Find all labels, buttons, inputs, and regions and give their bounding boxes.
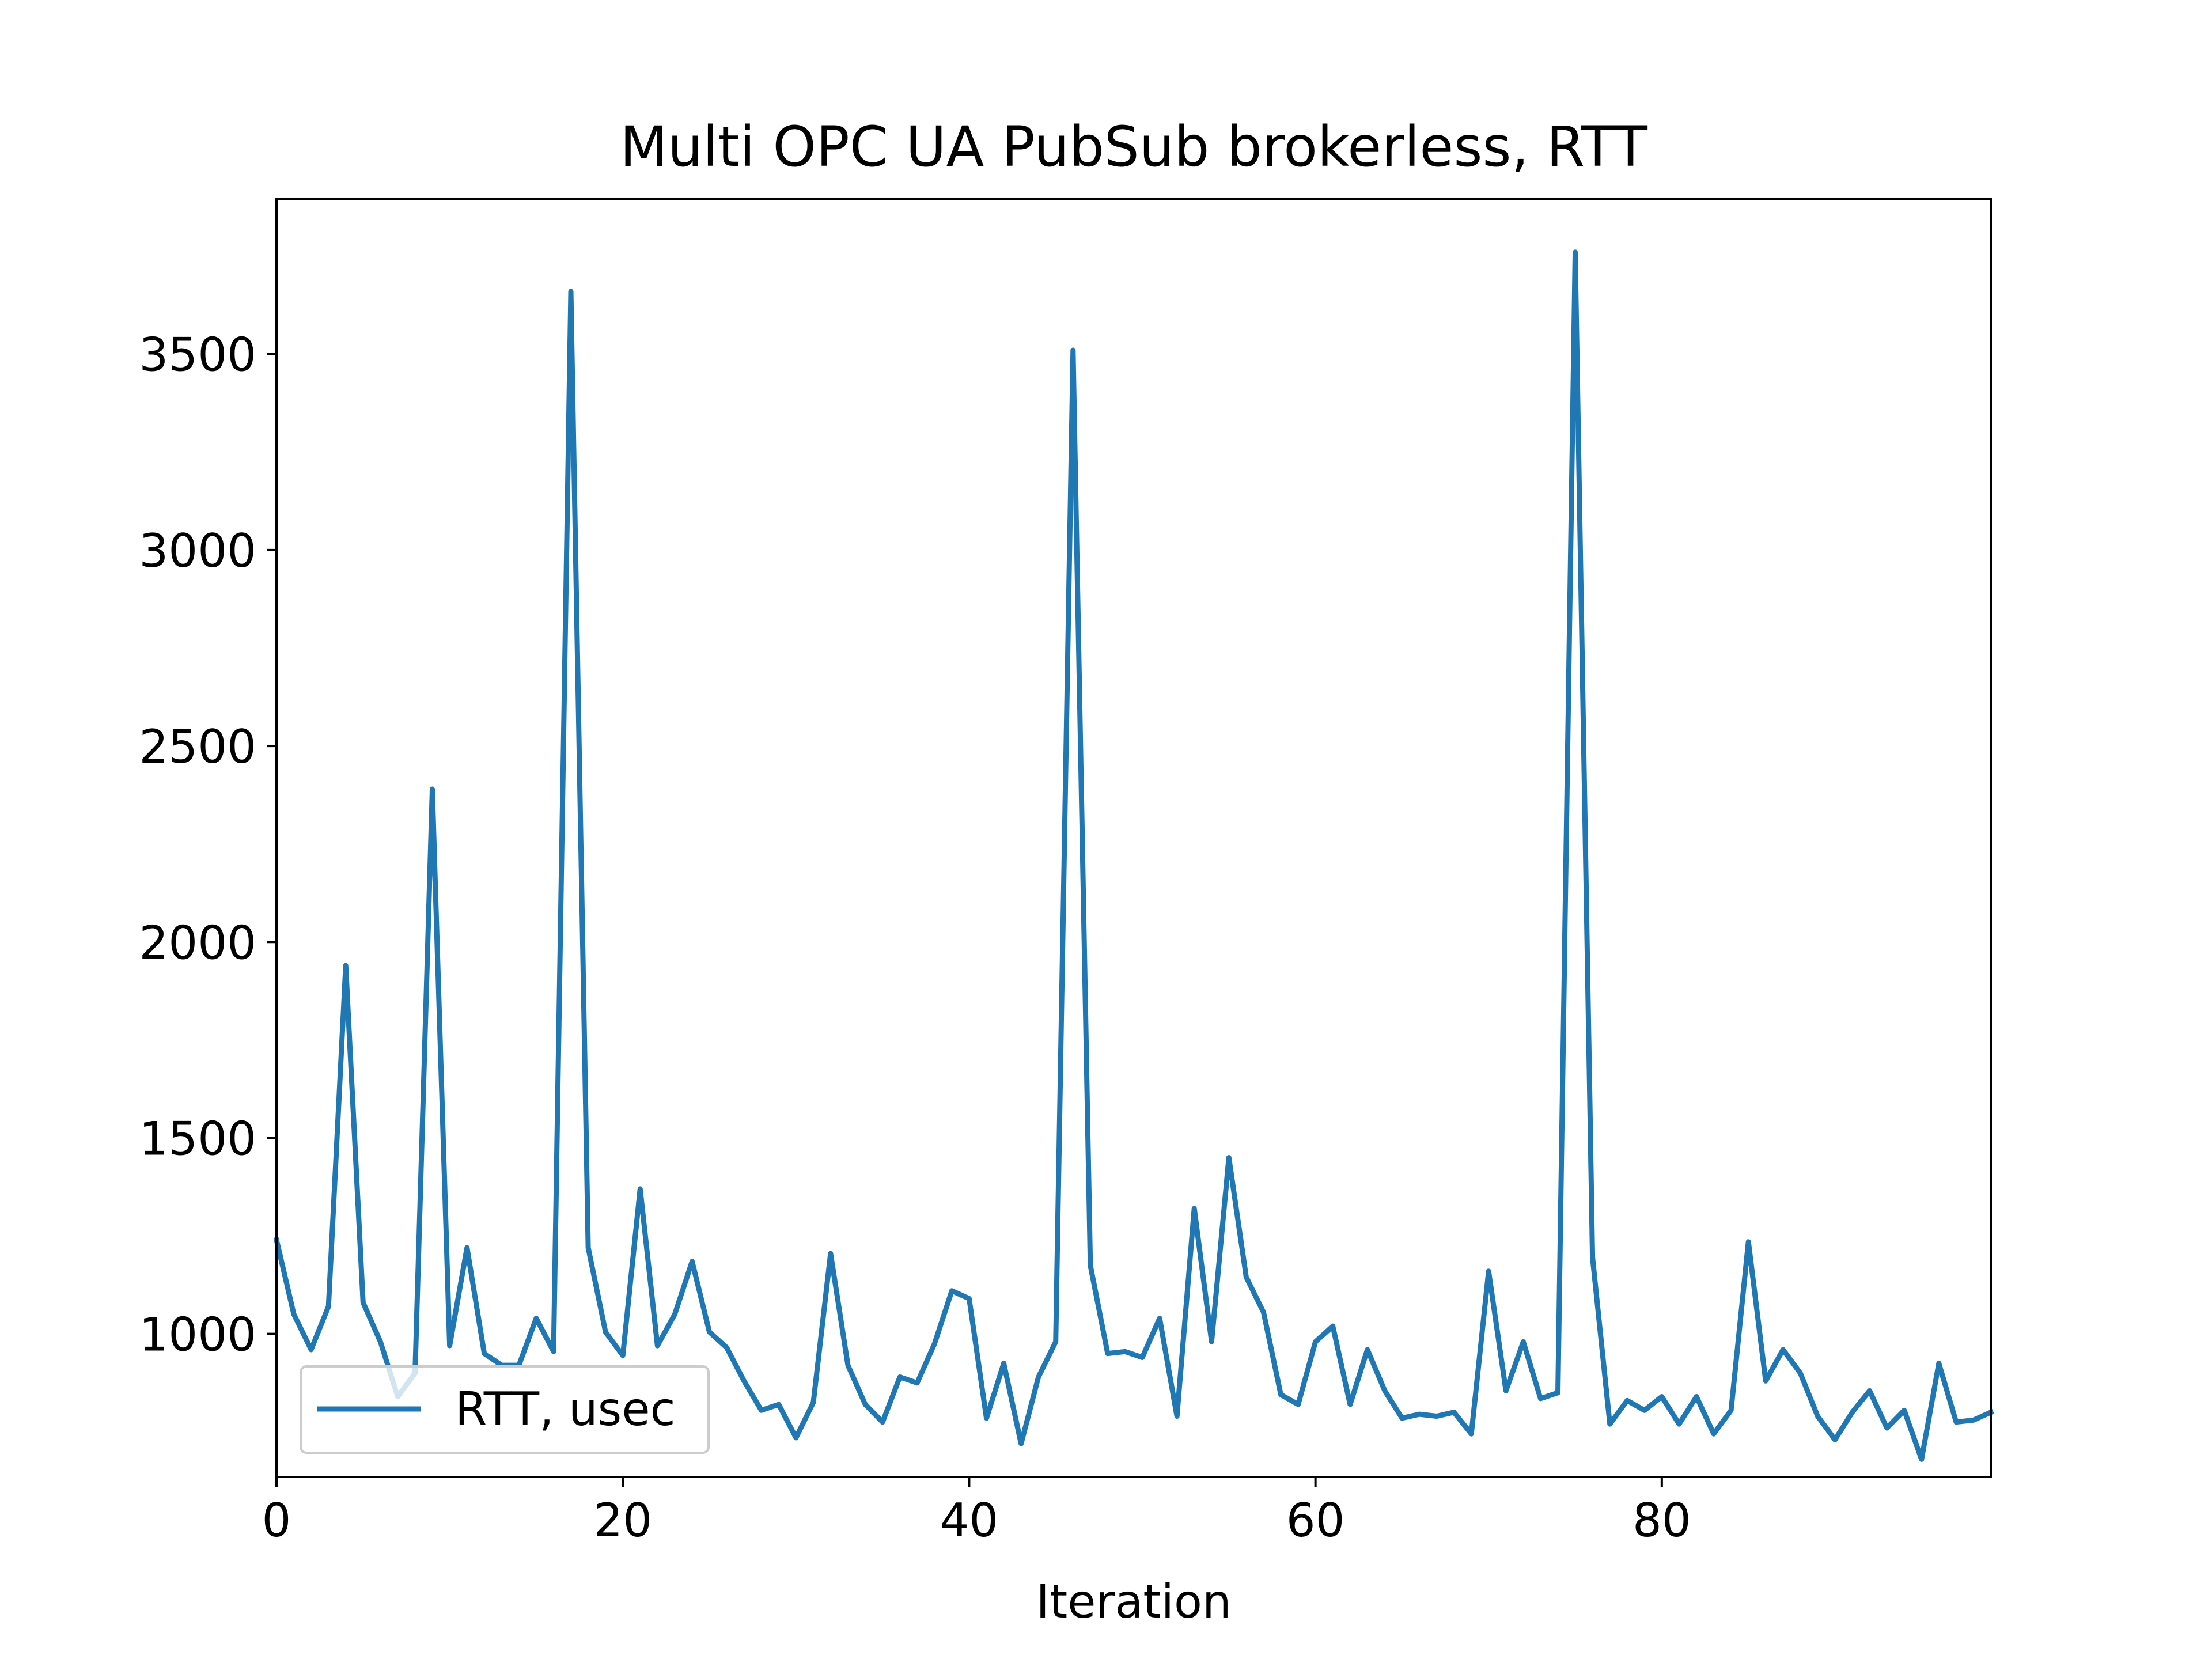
data-point bbox=[1609, 1423, 1611, 1425]
x-axis-label: Iteration bbox=[1036, 1575, 1231, 1628]
data-point bbox=[328, 1306, 329, 1307]
data-point bbox=[1644, 1410, 1645, 1411]
data-point bbox=[847, 1365, 849, 1366]
data-point bbox=[778, 1404, 779, 1405]
data-point bbox=[639, 1188, 641, 1190]
data-point bbox=[1696, 1396, 1697, 1397]
data-point bbox=[1107, 1353, 1108, 1354]
data-point bbox=[761, 1410, 762, 1411]
x-tick-label: 20 bbox=[593, 1494, 652, 1547]
data-point bbox=[1245, 1277, 1247, 1278]
x-axis: 0 20 40 60 80 bbox=[262, 1477, 1691, 1547]
data-point bbox=[830, 1253, 831, 1254]
data-point bbox=[1973, 1419, 1974, 1421]
y-tick-label: 2500 bbox=[139, 720, 256, 774]
data-point bbox=[1142, 1357, 1143, 1358]
legend-box bbox=[300, 1365, 710, 1454]
data-layer bbox=[273, 249, 1994, 1462]
data-point bbox=[1540, 1398, 1541, 1399]
y-tick-label: 1000 bbox=[139, 1308, 256, 1362]
data-point bbox=[432, 789, 433, 790]
y-axis: 1000 1500 2000 2500 3000 3500 bbox=[139, 328, 276, 1362]
data-point bbox=[310, 1349, 312, 1350]
series-line bbox=[273, 249, 1994, 1462]
legend-label: RTT, usec bbox=[455, 1382, 676, 1436]
data-point bbox=[1263, 1312, 1264, 1313]
x-tick-label: 80 bbox=[1633, 1494, 1691, 1547]
data-point bbox=[1194, 1208, 1195, 1209]
data-point bbox=[1592, 1257, 1593, 1258]
legend: RTT, usec bbox=[300, 1365, 710, 1454]
data-point bbox=[1419, 1414, 1420, 1415]
data-point bbox=[916, 1382, 918, 1384]
y-tick-label: 3500 bbox=[139, 328, 256, 382]
x-tick-label: 0 bbox=[262, 1494, 291, 1547]
plot-area bbox=[273, 198, 1994, 1478]
x-tick-label: 60 bbox=[1286, 1494, 1345, 1547]
data-point bbox=[1921, 1459, 1922, 1460]
y-tick-label: 2000 bbox=[139, 916, 256, 969]
data-point bbox=[1332, 1325, 1334, 1327]
chart-title: Multi OPC UA PubSub brokerless, RTT bbox=[620, 115, 1647, 179]
data-point bbox=[934, 1343, 935, 1344]
data-point bbox=[1730, 1410, 1732, 1411]
data-point bbox=[865, 1404, 866, 1405]
data-point bbox=[726, 1347, 728, 1348]
x-tick-label: 40 bbox=[940, 1494, 999, 1547]
data-point bbox=[1748, 1241, 1749, 1243]
data-point bbox=[1367, 1349, 1368, 1350]
data-point bbox=[1661, 1396, 1662, 1397]
y-tick-label: 3000 bbox=[139, 524, 256, 578]
data-point bbox=[1124, 1351, 1126, 1352]
plot-frame bbox=[275, 198, 1992, 1478]
y-tick-label: 1500 bbox=[139, 1112, 256, 1165]
